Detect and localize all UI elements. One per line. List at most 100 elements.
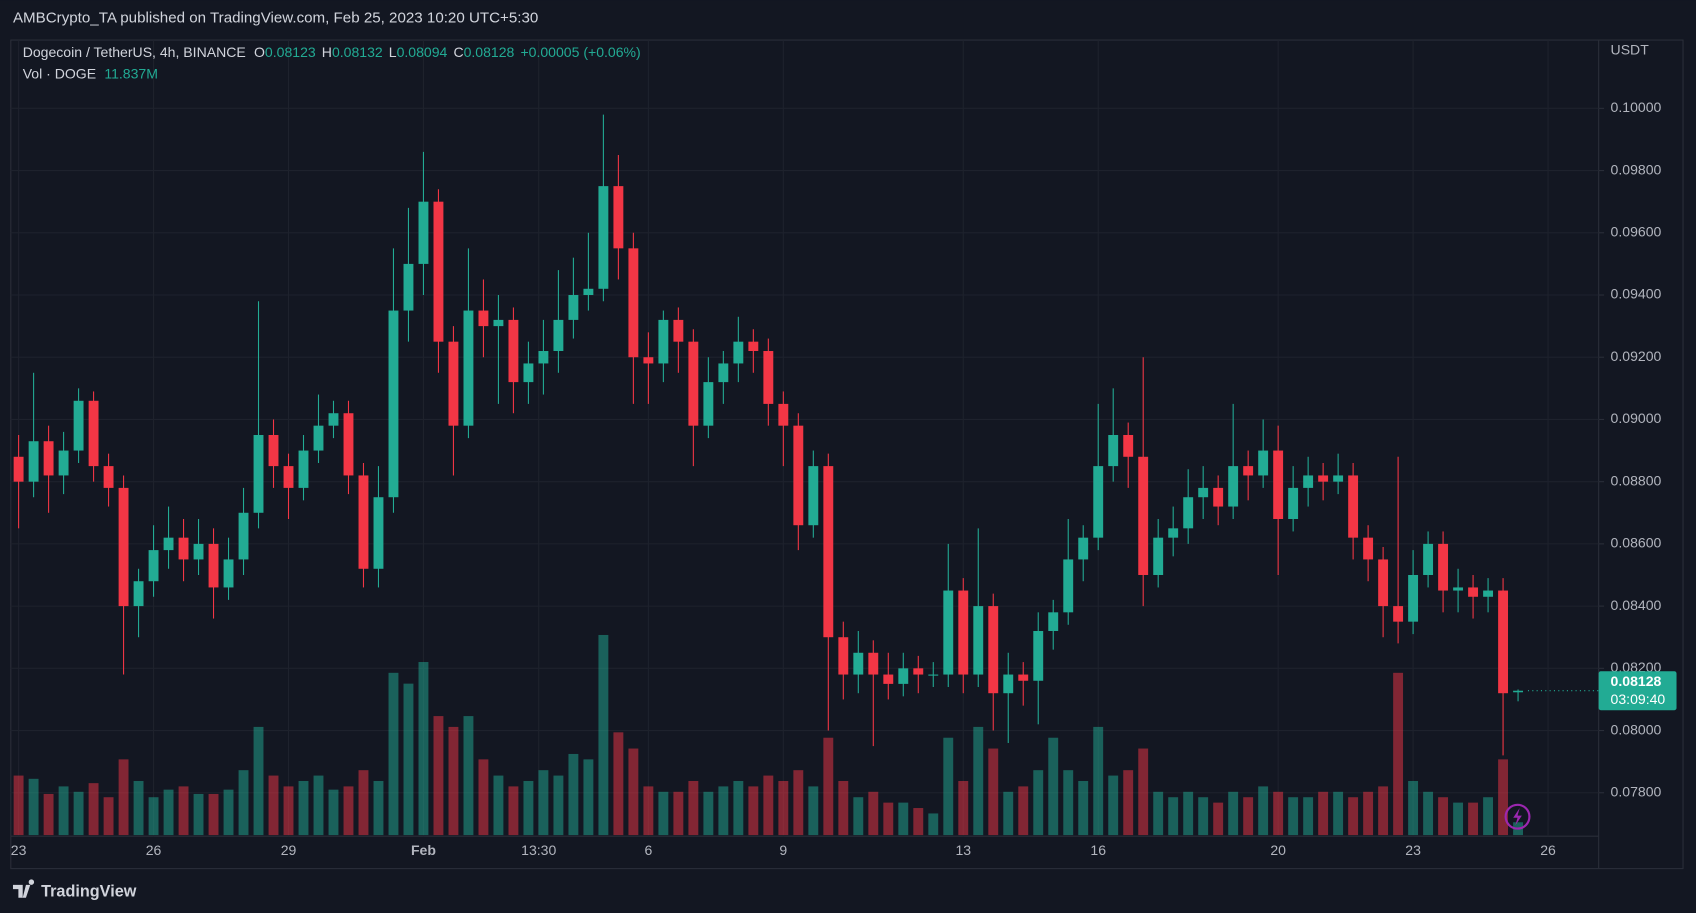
candle-body bbox=[688, 341, 699, 426]
volume-bar bbox=[43, 793, 54, 836]
volume-bar bbox=[193, 793, 204, 836]
x-tick-label: 26 bbox=[146, 842, 162, 858]
alert-bolt bbox=[1513, 808, 1522, 826]
candle-body bbox=[1048, 612, 1059, 631]
volume-bar bbox=[1153, 791, 1164, 836]
candle-body bbox=[583, 288, 594, 296]
alert-icon bbox=[1504, 803, 1531, 830]
ohlc-letter: L bbox=[389, 44, 397, 60]
candle-body bbox=[943, 590, 954, 675]
candle-body bbox=[928, 674, 939, 676]
volume-bar bbox=[958, 780, 969, 836]
volume-bar bbox=[943, 737, 954, 836]
volume-bar bbox=[88, 783, 99, 836]
candle-body bbox=[973, 606, 984, 675]
candle-body bbox=[1423, 543, 1434, 575]
candle-body bbox=[1363, 537, 1374, 560]
volume-bar bbox=[898, 802, 909, 836]
volume-bar bbox=[1468, 802, 1479, 836]
y-tick-label: 0.08200 bbox=[1611, 659, 1662, 675]
volume-bar bbox=[538, 770, 549, 836]
x-tick-label: 23 bbox=[11, 842, 27, 858]
volume-bar bbox=[1213, 802, 1224, 836]
candle-body bbox=[568, 295, 579, 320]
ohlc-letter: O bbox=[254, 44, 265, 60]
volume-bar bbox=[1003, 791, 1014, 836]
volume-bar bbox=[328, 789, 339, 836]
brand: TradingView bbox=[12, 879, 137, 901]
candle-body bbox=[313, 425, 324, 451]
candle-body bbox=[1318, 475, 1329, 482]
candle-body bbox=[508, 319, 519, 383]
y-tick-label: 0.10000 bbox=[1611, 99, 1662, 115]
x-tick-label: 23 bbox=[1405, 842, 1421, 858]
volume-legend: Vol · DOGE 11.837M bbox=[23, 65, 158, 81]
price-change: +0.00005 (+0.06%) bbox=[520, 44, 640, 60]
chart-frame bbox=[10, 39, 1684, 870]
candle-body bbox=[493, 319, 504, 327]
volume-bar bbox=[418, 662, 429, 836]
candle-body bbox=[43, 441, 54, 476]
x-tick-label: 13:30 bbox=[521, 842, 556, 858]
volume-bar bbox=[13, 775, 24, 836]
volume-bar bbox=[73, 791, 84, 836]
candle-body bbox=[1303, 475, 1314, 488]
candle-body bbox=[1378, 559, 1389, 607]
x-tick-label: 26 bbox=[1540, 842, 1556, 858]
candle-body bbox=[763, 351, 774, 404]
volume-bar bbox=[1033, 770, 1044, 836]
candle-body bbox=[793, 425, 804, 526]
volume-bar bbox=[478, 759, 489, 836]
brand-logo bbox=[12, 879, 35, 898]
candle-body bbox=[1198, 487, 1209, 498]
candle-body bbox=[1018, 674, 1029, 681]
candle-body bbox=[1228, 466, 1239, 507]
candle-body bbox=[238, 512, 249, 560]
candle-body bbox=[853, 652, 864, 675]
candle-body bbox=[958, 590, 969, 675]
volume-bar bbox=[1363, 791, 1374, 836]
x-tick-label: 6 bbox=[644, 842, 652, 858]
volume-bar bbox=[718, 786, 729, 836]
legend-line: Dogecoin / TetherUS, 4h, BINANCE O0.0812… bbox=[23, 44, 641, 60]
volume-bar bbox=[1108, 775, 1119, 836]
volume-bar bbox=[28, 778, 39, 836]
candle-body bbox=[523, 363, 534, 383]
volume-bar bbox=[508, 786, 519, 836]
volume-bar bbox=[763, 775, 774, 836]
volume-value: 11.837M bbox=[104, 65, 158, 81]
volume-bar bbox=[433, 716, 444, 836]
volume-bar bbox=[298, 780, 309, 836]
volume-bar bbox=[1093, 726, 1104, 836]
candle-body bbox=[1453, 587, 1464, 591]
candle-body bbox=[478, 310, 489, 327]
candle-body bbox=[208, 543, 219, 588]
volume-bar bbox=[283, 786, 294, 836]
x-tick-label: 13 bbox=[955, 842, 971, 858]
y-tick-label: 0.07800 bbox=[1611, 783, 1662, 799]
volume-bar bbox=[403, 683, 414, 836]
volume-bar bbox=[253, 726, 264, 836]
axes: 0.07800 0.08000 0.08200 0.08400 0.08600 0.088… bbox=[11, 99, 1662, 858]
candle-body bbox=[1138, 456, 1149, 575]
y-tick-label: 0.09800 bbox=[1611, 161, 1662, 177]
volume-bar bbox=[1168, 797, 1179, 836]
candle-body bbox=[388, 310, 399, 498]
ohlc-value: 0.08094 bbox=[397, 44, 448, 60]
volume-bar bbox=[1048, 737, 1059, 836]
y-tick-label: 0.09200 bbox=[1611, 348, 1662, 364]
candle-body bbox=[1093, 466, 1104, 538]
candle-body bbox=[553, 319, 564, 352]
volume-bar bbox=[1273, 791, 1284, 836]
candle-body bbox=[73, 400, 84, 451]
ohlc-value: 0.08128 bbox=[464, 44, 515, 60]
volume-bar bbox=[1078, 780, 1089, 836]
candle-body bbox=[718, 363, 729, 383]
volume-bar bbox=[883, 802, 894, 836]
volume-bar bbox=[223, 789, 234, 836]
volume-bar bbox=[388, 672, 399, 836]
candle-body bbox=[598, 186, 609, 289]
candle-body bbox=[748, 341, 759, 352]
candle-body bbox=[403, 263, 414, 311]
volume-layer bbox=[13, 634, 1524, 836]
